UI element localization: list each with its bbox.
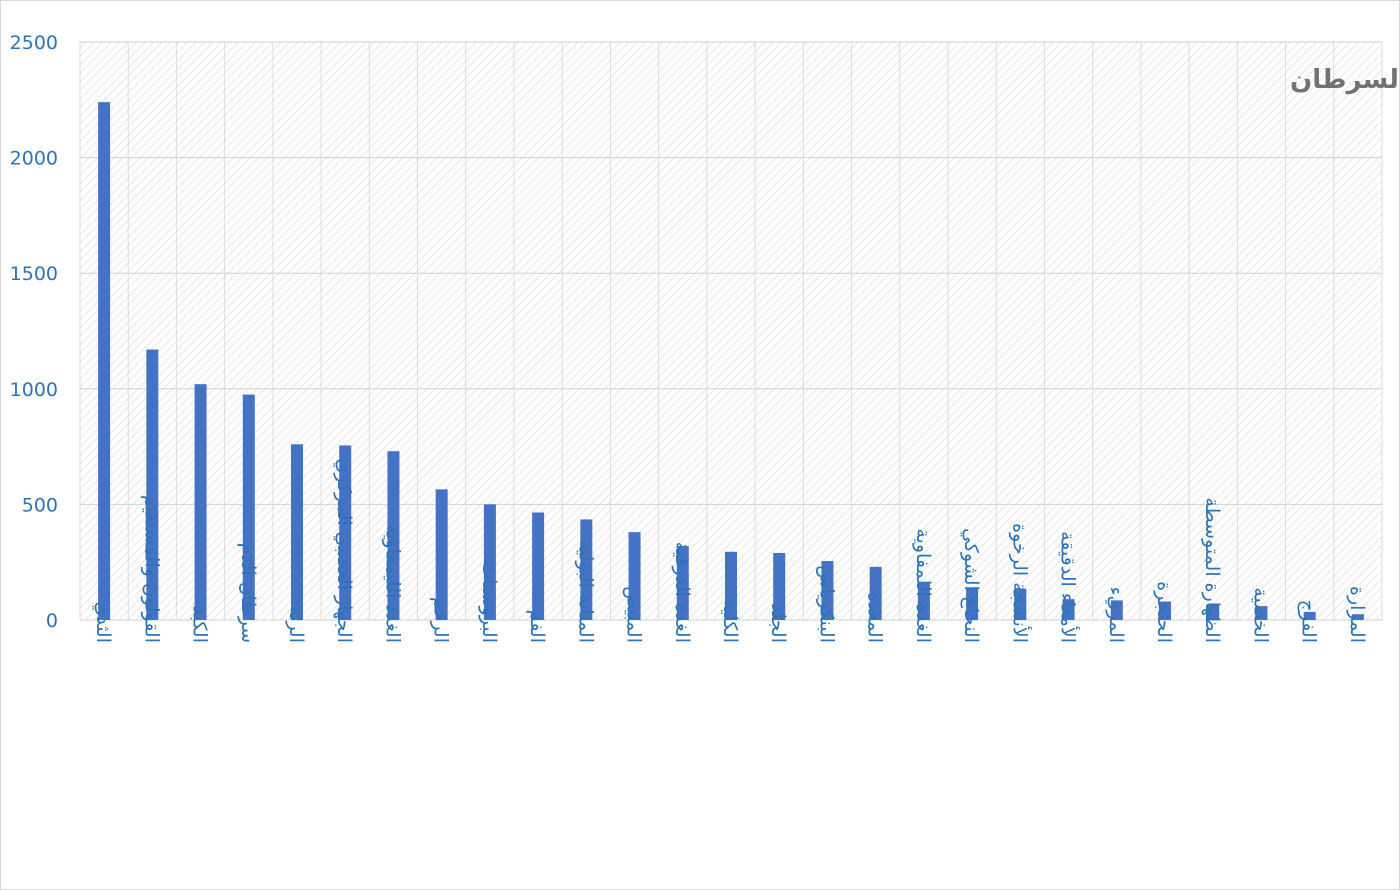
x-tick-label: الكبد xyxy=(189,606,211,643)
x-tick-label: الأمعاء الدقيقة xyxy=(1057,531,1080,643)
x-tick-label: الغدد الليمفاوية xyxy=(381,524,403,643)
bar xyxy=(146,349,159,620)
x-tick-label: المرارة xyxy=(1346,586,1368,643)
bar xyxy=(725,551,737,620)
bar xyxy=(966,587,979,620)
x-tick-label: الغدة الدرقية xyxy=(671,542,693,643)
bar xyxy=(1207,604,1220,620)
bar xyxy=(435,489,448,620)
y-tick-label: 500 xyxy=(22,494,58,516)
bar xyxy=(1303,611,1316,620)
bar xyxy=(1110,600,1123,620)
x-tick-label: الفم xyxy=(526,610,548,643)
y-tick-label: 1500 xyxy=(10,263,58,285)
x-tick-label: الغدة اللمفاوية xyxy=(912,528,934,643)
bar xyxy=(532,512,545,620)
x-tick-label: البنكرياس xyxy=(815,565,837,643)
bar xyxy=(869,566,882,620)
bar xyxy=(628,532,641,620)
bar xyxy=(821,561,834,620)
x-tick-label: الكلية xyxy=(719,599,741,643)
x-tick-label: النخاع الشوكي xyxy=(960,528,982,643)
x-tick-label: المثانة البولية xyxy=(574,540,596,643)
x-tick-label: الرحم xyxy=(430,597,452,643)
x-tick-label: البروستات xyxy=(478,561,500,643)
bar xyxy=(773,552,786,620)
x-tick-label: القولون والمستقيم xyxy=(140,495,162,643)
bar xyxy=(1014,588,1027,620)
chart-title: توزيع الأوراق العلمية العربية المنشورة ب… xyxy=(1290,63,1400,95)
gridlines xyxy=(79,41,1383,621)
bar xyxy=(1159,601,1171,620)
x-tick-label: الفرج xyxy=(1298,600,1320,643)
x-tick-label: الجلد xyxy=(767,603,789,643)
y-tick-label: 0 xyxy=(46,610,58,632)
x-tick-label: الثدي xyxy=(92,601,114,643)
y-tick-label: 2000 xyxy=(10,148,58,170)
x-tick-label: الحنجرة xyxy=(1153,581,1175,643)
bar xyxy=(291,444,303,620)
x-tick-label: المبيض xyxy=(623,586,645,643)
x-tick-label: الظهارة المتوسطة xyxy=(1201,497,1223,643)
x-tick-label: سرطان الدم xyxy=(237,543,259,643)
plot-area xyxy=(80,42,1382,620)
y-axis-ticks: 0 500 1000 1500 2000 2500 xyxy=(10,32,58,632)
bar xyxy=(98,102,111,620)
y-tick-label: 1000 xyxy=(10,379,58,401)
bar xyxy=(1062,599,1075,620)
x-tick-label: الأنسجة الرخوة xyxy=(1008,523,1031,643)
bar xyxy=(1255,606,1268,620)
bar xyxy=(339,445,352,620)
bar xyxy=(580,519,593,620)
x-axis-ticks: الثدي القولون والمستقيم الكبد سرطان الدم الر… xyxy=(92,459,1368,643)
bars xyxy=(98,102,1364,620)
x-tick-label: الرئة xyxy=(285,606,307,643)
bar xyxy=(1351,614,1364,620)
x-tick-label: المريء xyxy=(1105,587,1127,643)
bar xyxy=(242,394,255,620)
x-tick-label: الخصية xyxy=(1249,587,1271,643)
y-tick-label: 2500 xyxy=(10,32,58,54)
bar xyxy=(483,504,496,620)
bar xyxy=(917,583,930,620)
bar xyxy=(194,384,207,620)
x-tick-label: الجهاز العصبي المركزي xyxy=(333,459,355,643)
x-tick-label: المعدة xyxy=(864,592,886,643)
bar xyxy=(387,451,400,620)
bar xyxy=(676,546,689,620)
